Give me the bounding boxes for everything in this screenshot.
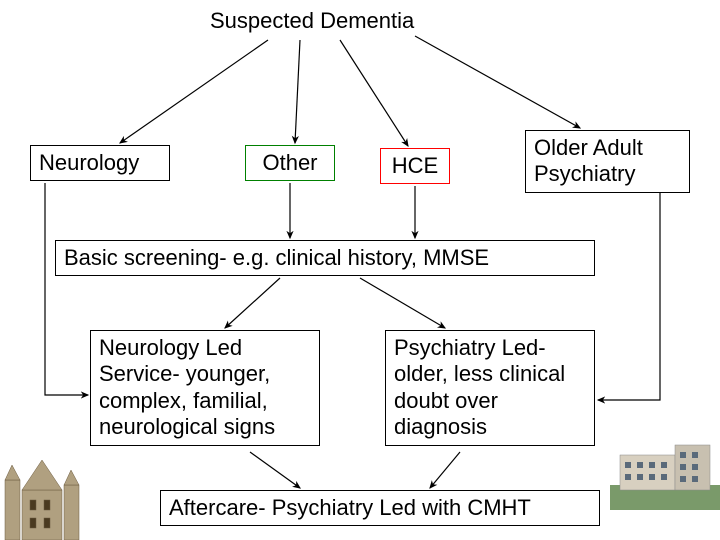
edge-screening-psychled <box>360 278 445 328</box>
node-other-label: Other <box>262 150 317 175</box>
node-psych-led-label: Psychiatry Led- older, less clinical dou… <box>394 335 565 439</box>
node-older-adult: Older Adult Psychiatry <box>525 130 690 193</box>
edge-title-hce <box>340 40 408 146</box>
node-screening: Basic screening- e.g. clinical history, … <box>55 240 595 276</box>
edge-title-olderadult <box>415 36 580 128</box>
node-hce-label: HCE <box>392 153 438 178</box>
node-aftercare: Aftercare- Psychiatry Led with CMHT <box>160 490 600 526</box>
edge-psychled-aftercare <box>430 452 460 488</box>
node-other: Other <box>245 145 335 181</box>
node-psych-led: Psychiatry Led- older, less clinical dou… <box>385 330 595 446</box>
edge-neuroled-aftercare <box>250 452 300 488</box>
edge-neurology-neuroled <box>45 183 88 395</box>
building-left-icon <box>0 440 90 540</box>
edge-screening-neuroled <box>225 278 280 328</box>
node-screening-label: Basic screening- e.g. clinical history, … <box>64 245 489 270</box>
edge-title-other <box>295 40 300 143</box>
node-neuro-led-label: Neurology Led Service- younger, complex,… <box>99 335 275 439</box>
diagram-title: Suspected Dementia <box>210 8 414 34</box>
edge-title-neurology <box>120 40 268 143</box>
node-neurology: Neurology <box>30 145 170 181</box>
node-aftercare-label: Aftercare- Psychiatry Led with CMHT <box>169 495 531 520</box>
node-older-adult-label: Older Adult Psychiatry <box>534 135 643 186</box>
node-hce: HCE <box>380 148 450 184</box>
edge-olderadult-psychled <box>598 192 660 400</box>
building-right-icon <box>610 440 720 510</box>
node-neurology-label: Neurology <box>39 150 139 175</box>
node-neuro-led: Neurology Led Service- younger, complex,… <box>90 330 320 446</box>
